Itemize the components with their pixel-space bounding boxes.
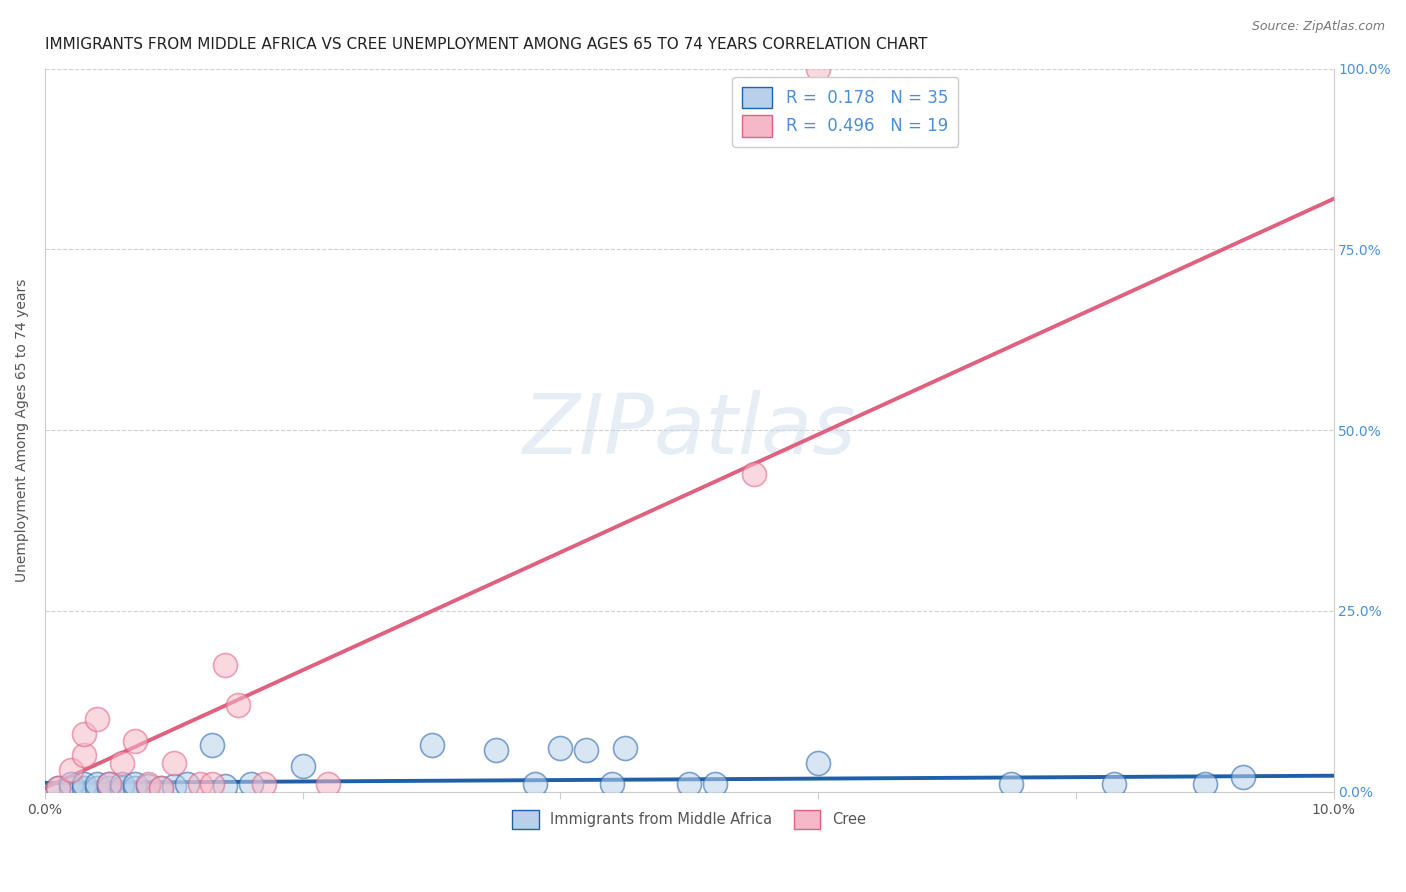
Point <box>188 777 211 791</box>
Point <box>149 780 172 795</box>
Point <box>111 780 134 795</box>
Point <box>201 777 224 791</box>
Point <box>1194 777 1216 791</box>
Point <box>523 777 546 791</box>
Point <box>163 756 186 770</box>
Point <box>136 779 159 793</box>
Point <box>149 780 172 795</box>
Y-axis label: Unemployment Among Ages 65 to 74 years: Unemployment Among Ages 65 to 74 years <box>15 278 30 582</box>
Point <box>613 741 636 756</box>
Point <box>807 756 830 770</box>
Point <box>742 467 765 481</box>
Point <box>291 759 314 773</box>
Point <box>111 756 134 770</box>
Point <box>72 748 94 763</box>
Point <box>72 727 94 741</box>
Point <box>176 777 198 791</box>
Point <box>600 777 623 791</box>
Point <box>678 777 700 791</box>
Point <box>86 712 108 726</box>
Point <box>485 742 508 756</box>
Point <box>253 777 276 791</box>
Point <box>59 777 82 791</box>
Point <box>72 780 94 795</box>
Point <box>240 777 263 791</box>
Point <box>550 741 572 756</box>
Text: IMMIGRANTS FROM MIDDLE AFRICA VS CREE UNEMPLOYMENT AMONG AGES 65 TO 74 YEARS COR: IMMIGRANTS FROM MIDDLE AFRICA VS CREE UN… <box>45 37 928 53</box>
Legend: Immigrants from Middle Africa, Cree: Immigrants from Middle Africa, Cree <box>506 805 872 835</box>
Point <box>124 780 146 795</box>
Point <box>98 777 121 791</box>
Point <box>214 658 236 673</box>
Point <box>1104 777 1126 791</box>
Point <box>111 777 134 791</box>
Point <box>86 780 108 795</box>
Point <box>807 62 830 76</box>
Point <box>704 777 727 791</box>
Point <box>136 777 159 791</box>
Point <box>124 734 146 748</box>
Point <box>1232 770 1254 784</box>
Point <box>86 777 108 791</box>
Point <box>226 698 249 712</box>
Text: ZIPatlas: ZIPatlas <box>523 390 856 471</box>
Point <box>420 738 443 752</box>
Point <box>1000 777 1022 791</box>
Point <box>575 742 598 756</box>
Point <box>124 777 146 791</box>
Point <box>98 780 121 795</box>
Point <box>72 777 94 791</box>
Point <box>163 779 186 793</box>
Point <box>98 777 121 791</box>
Point <box>318 777 340 791</box>
Point <box>59 763 82 777</box>
Text: Source: ZipAtlas.com: Source: ZipAtlas.com <box>1251 20 1385 33</box>
Point <box>214 779 236 793</box>
Point <box>46 780 69 795</box>
Point <box>59 780 82 795</box>
Point <box>201 738 224 752</box>
Point <box>46 780 69 795</box>
